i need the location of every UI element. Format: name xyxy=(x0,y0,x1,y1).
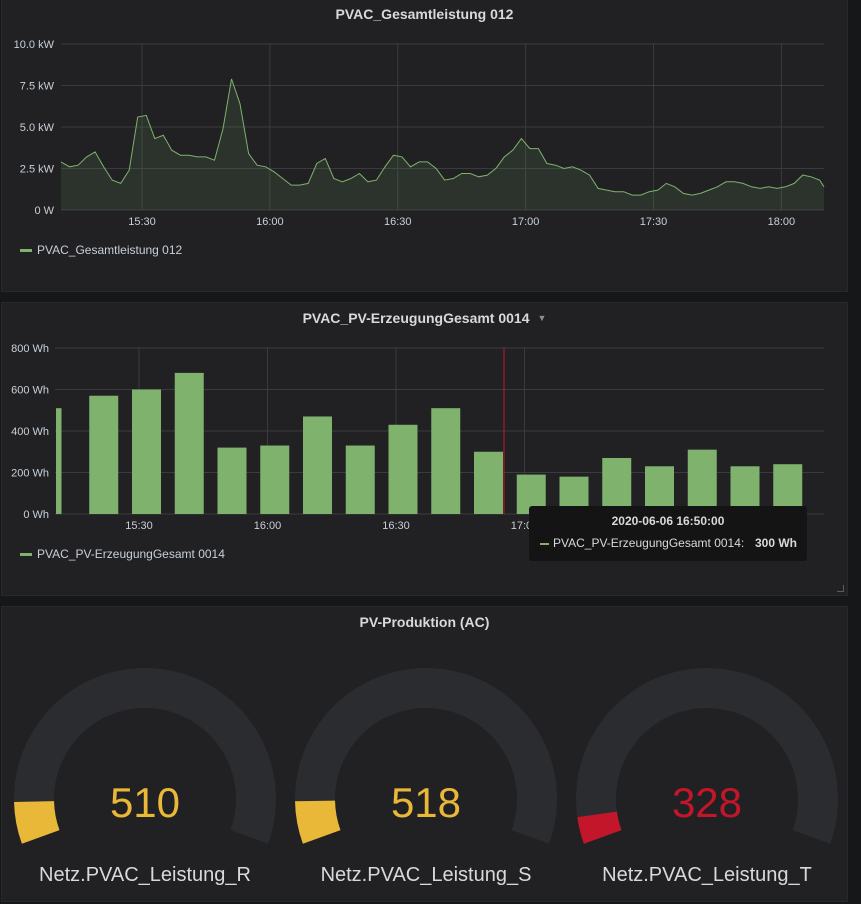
panel-title[interactable]: PVAC_Gesamtleistung 012 xyxy=(2,6,847,22)
power-legend-label[interactable]: PVAC_Gesamtleistung 012 xyxy=(37,243,183,257)
x-tick-label: 16:30 xyxy=(382,520,410,532)
legend-swatch xyxy=(20,553,32,557)
y-tick-label: 800 Wh xyxy=(11,343,49,355)
x-tick-label: 17:30 xyxy=(640,216,668,228)
tooltip-value: 300 Wh xyxy=(754,536,797,550)
y-tick-label: 400 Wh xyxy=(11,426,49,438)
power-panel-title[interactable]: PVAC_Gesamtleistung 012 xyxy=(335,6,514,22)
x-tick-label: 17:00 xyxy=(512,216,540,228)
y-tick-label: 5.0 kW xyxy=(20,122,55,134)
gauge-track xyxy=(295,668,557,844)
bar xyxy=(388,424,418,514)
x-tick-label: 15:30 xyxy=(128,216,156,228)
gauge-label: Netz.PVAC_Leistung_R xyxy=(39,864,251,886)
gauge-fill xyxy=(14,801,60,844)
y-tick-label: 200 Wh xyxy=(11,468,49,480)
gauge-row: 510 Netz.PVAC_Leistung_R 518 Netz.PVAC_Leis… xyxy=(14,668,838,886)
power-graph-panel: PVAC_Gesamtleistung 012 0 W 2.5 kW 5.0 kW 7… xyxy=(1,0,848,292)
tooltip-series-name: PVAC_PV-ErzeugungGesamt 0014: xyxy=(553,536,745,550)
x-tick-label: 15:30 xyxy=(125,520,153,532)
energy-legend-label[interactable]: PVAC_PV-ErzeugungGesamt 0014 xyxy=(37,547,225,561)
energy-graph-panel: PVAC_PV-ErzeugungGesamt 0014 ▼ 0 Wh 200 Wh… xyxy=(1,302,848,596)
x-tick-label: 16:00 xyxy=(256,216,284,228)
energy-panel-title[interactable]: PVAC_PV-ErzeugungGesamt 0014 xyxy=(302,310,530,326)
power-chart[interactable]: 0 W 2.5 kW 5.0 kW 7.5 kW 10.0 kW 15:30 16:00 16… xyxy=(2,0,849,293)
legend-swatch xyxy=(20,249,32,253)
y-tick-label: 10.0 kW xyxy=(14,39,55,51)
panel-title[interactable]: PVAC_PV-ErzeugungGesamt 0014 ▼ xyxy=(2,310,847,326)
bar xyxy=(602,457,632,514)
bar xyxy=(217,447,247,514)
production-panel-title[interactable]: PV-Produktion (AC) xyxy=(359,614,490,630)
y-tick-label: 600 Wh xyxy=(11,385,49,397)
series-line xyxy=(60,78,825,196)
x-tick-label: 18:00 xyxy=(768,216,796,228)
gauge-label: Netz.PVAC_Leistung_S xyxy=(321,864,532,886)
tooltip-time: 2020-06-06 16:50:00 xyxy=(611,514,725,528)
gauge-track xyxy=(576,668,838,844)
bar xyxy=(89,395,119,514)
y-tick-label: 2.5 kW xyxy=(20,164,55,176)
panel-title[interactable]: PV-Produktion (AC) xyxy=(2,614,847,630)
bar xyxy=(687,449,717,514)
gauge-value: 328 xyxy=(672,779,742,826)
y-tick-label: 7.5 kW xyxy=(20,81,55,93)
resize-handle[interactable] xyxy=(837,585,844,592)
gauge-track xyxy=(14,668,276,844)
y-tick-label: 0 Wh xyxy=(23,509,49,521)
gauge-label: Netz.PVAC_Leistung_T xyxy=(602,864,812,886)
tooltip-swatch xyxy=(540,542,549,545)
gauge-value: 510 xyxy=(110,779,180,826)
bar xyxy=(431,408,461,514)
bar xyxy=(56,408,62,514)
bar xyxy=(474,451,503,514)
x-tick-label: 16:30 xyxy=(384,216,412,228)
energy-legend[interactable]: PVAC_PV-ErzeugungGesamt 0014 xyxy=(20,547,225,561)
bar xyxy=(260,445,290,514)
tooltip-series: PVAC_PV-ErzeugungGesamt 0014: xyxy=(540,536,744,550)
bar xyxy=(303,416,332,514)
graph-tooltip: 2020-06-06 16:50:00 PVAC_PV-ErzeugungGes… xyxy=(529,506,807,561)
series-area xyxy=(61,78,824,211)
bar xyxy=(773,464,803,514)
bar xyxy=(174,372,204,514)
production-panel: PV-Produktion (AC) 510 Netz.PVAC_Leistung… xyxy=(1,606,848,902)
x-tick-label: 16:00 xyxy=(254,520,282,532)
gauge-value: 518 xyxy=(391,779,461,826)
y-tick-label: 0 W xyxy=(34,205,54,217)
chevron-down-icon[interactable]: ▼ xyxy=(537,313,547,323)
gauge-fill xyxy=(577,811,622,844)
power-legend[interactable]: PVAC_Gesamtleistung 012 xyxy=(20,243,182,257)
bar xyxy=(345,445,375,514)
gauge-fill xyxy=(295,800,341,844)
bar xyxy=(132,389,161,514)
